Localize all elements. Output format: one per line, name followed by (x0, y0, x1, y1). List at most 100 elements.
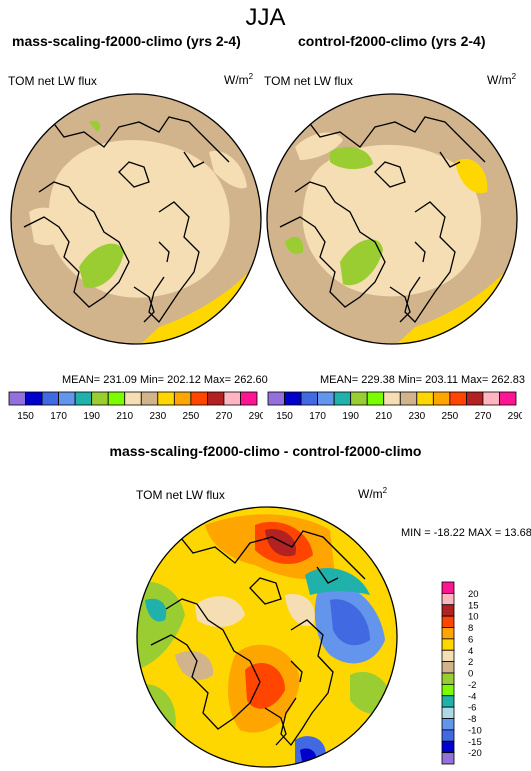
colorbar-swatch (441, 615, 455, 628)
low-flux-region (330, 146, 373, 170)
colorbar-swatch (350, 391, 368, 406)
low-flux-region (89, 120, 101, 132)
colorbar-swatch (300, 391, 318, 406)
colorbar-tick-label: 290 (249, 411, 263, 422)
colorbar-tick-label: 6 (468, 634, 473, 645)
colorbar-tick-label: -15 (468, 737, 482, 748)
colorbar-swatch (206, 391, 225, 406)
colorbar-swatch (366, 391, 385, 406)
figure-title: JJA (245, 4, 286, 31)
near-zero-region (285, 594, 315, 627)
colorbar-tick-label: 210 (375, 411, 392, 422)
colorbar-swatch (416, 391, 434, 406)
colorbar-tick-label: 20 (468, 589, 479, 600)
low-flux-region (79, 243, 124, 288)
colorbar-swatch (107, 391, 126, 406)
colorbar-swatch (8, 391, 26, 406)
light-flux-region (295, 132, 343, 160)
map-boundary (266, 93, 518, 345)
colorbar-swatch (441, 581, 455, 594)
colorbar-swatch (441, 661, 455, 674)
left-panel-title: mass-scaling-f2000-climo (yrs 2-4) (12, 33, 241, 49)
colorbar-tick-label: 210 (116, 411, 133, 422)
left-polar-map (10, 93, 262, 345)
colorbar-tick-label: 150 (276, 411, 293, 422)
high-flux-region (11, 282, 21, 307)
light-flux-region (29, 207, 69, 246)
right-panel-title: control-f2000-climo (yrs 2-4) (298, 33, 486, 49)
right-stats: MEAN= 229.38 Min= 203.11 Max= 262.83 (320, 374, 525, 386)
low-flux-region (340, 239, 383, 286)
colorbar-swatch (25, 391, 43, 406)
colorbar-swatch (173, 391, 192, 406)
colorbar-tick-label: 15 (468, 600, 479, 611)
colorbar-tick-label: -8 (468, 714, 476, 725)
colorbar-swatch (441, 672, 455, 685)
colorbar-swatch (140, 391, 159, 406)
light-flux-region (209, 151, 247, 189)
colorbar-swatch (58, 391, 76, 406)
colorbar-tick-label: 230 (149, 411, 166, 422)
colorbar-tick-label: 190 (83, 411, 100, 422)
near-zero-region (175, 651, 214, 680)
colorbar-swatch (91, 391, 109, 406)
colorbar-swatch (449, 391, 467, 406)
colorbar-tick-label: 10 (468, 612, 479, 623)
left-stats: MEAN= 231.09 Min= 202.12 Max= 262.60 (62, 374, 268, 386)
diff-units-label: W/m2 (358, 486, 388, 501)
colorbar-tick-label: 8 (468, 623, 473, 634)
cold-anomaly-region (330, 599, 370, 646)
colorbar-tick-label: 150 (17, 411, 34, 422)
colorbar-tick-label: 250 (183, 411, 200, 422)
colorbar-swatch (441, 695, 455, 708)
diff-polar-map (136, 506, 398, 768)
colorbar-swatch (240, 391, 258, 406)
map-boundary (136, 506, 398, 768)
colorbar-tick-label: -20 (468, 748, 482, 759)
light-flux-region (48, 140, 230, 298)
colorbar-tick-label: 170 (50, 411, 67, 422)
left-units-label: W/m2 (224, 72, 254, 87)
colorbar-swatch (333, 391, 352, 406)
colorbar-tick-label: 290 (508, 411, 522, 422)
warm-anomaly-region (245, 662, 285, 709)
right-variable-label: TOM net LW flux (264, 74, 353, 88)
colorbar-swatch (482, 391, 500, 406)
colorbar-tick-label: -2 (468, 680, 476, 691)
colorbar-tick-label: 230 (408, 411, 425, 422)
colorbar-tick-label: 250 (442, 411, 459, 422)
colorbar-swatch (441, 706, 455, 719)
colorbar-swatch (441, 683, 455, 697)
colorbar-tick-label: -6 (468, 703, 476, 714)
map-boundary (10, 93, 262, 345)
colorbar-swatch (465, 391, 484, 406)
colorbar-tick-label: 270 (475, 411, 492, 422)
colorbar-tick-label: 170 (309, 411, 326, 422)
colorbar-swatch (441, 740, 455, 754)
colorbar-swatch (223, 391, 241, 406)
colorbar-swatch (284, 391, 302, 406)
colorbar-tick-label: 190 (342, 411, 359, 422)
left-colorbar: 150 170 190 210 230 250 270 290 (8, 391, 263, 422)
colorbar-swatch (441, 604, 455, 617)
cold-anomaly-region (145, 598, 167, 622)
colorbar-swatch (124, 391, 142, 406)
colorbar-swatch (441, 649, 455, 663)
right-units-label: W/m2 (487, 72, 517, 87)
colorbar-swatch (190, 391, 208, 406)
colorbar-tick-label: 0 (468, 669, 473, 680)
colorbar-swatch (383, 391, 401, 406)
diff-variable-label: TOM net LW flux (136, 488, 225, 502)
low-flux-region (285, 236, 304, 254)
colorbar-tick-label: 270 (216, 411, 233, 422)
colorbar-swatch (74, 391, 93, 406)
diff-panel-title: mass-scaling-f2000-climo - control-f2000… (109, 443, 422, 459)
colorbar-tick-label: 2 (468, 657, 473, 668)
cold-anomaly-region (305, 567, 370, 595)
colorbar-swatch (317, 391, 335, 406)
right-colorbar: 150 170 190 210 230 250 270 290 (267, 391, 522, 422)
colorbar-swatch (441, 592, 455, 606)
colorbar-swatch (441, 627, 455, 640)
diff-minmax: MIN = -18.22 MAX = 13.68 (401, 527, 531, 539)
